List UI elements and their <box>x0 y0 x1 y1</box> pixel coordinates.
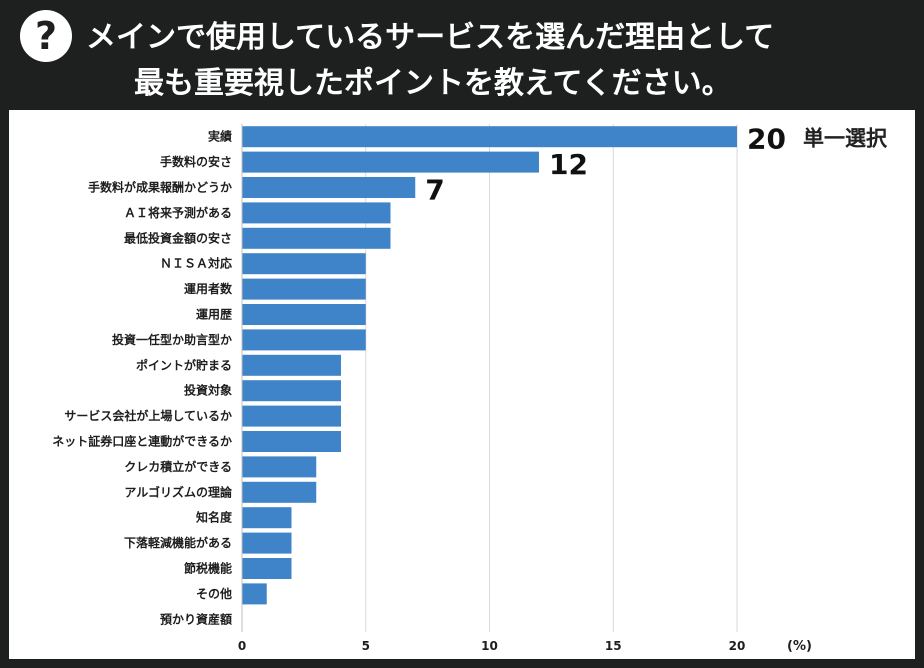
bar-4 <box>242 227 391 249</box>
bar-2 <box>242 177 416 198</box>
x-unit-label: (%) <box>787 639 812 654</box>
bar-18 <box>242 583 267 605</box>
bar-12 <box>242 431 341 452</box>
bar-11 <box>242 405 341 427</box>
question-mark-icon: ? <box>20 10 72 62</box>
bar-9 <box>242 354 341 376</box>
category-label-12: ネット証券口座と連動ができるか <box>52 434 232 449</box>
bar-3 <box>242 202 391 224</box>
category-label-2: 手数料が成果報酬かどうか <box>88 180 232 195</box>
chart-title-line-1: メインで使用しているサービスを選んだ理由として <box>86 20 775 55</box>
bar-7 <box>242 304 366 325</box>
category-label-8: 投資一任型か助言型か <box>112 332 232 347</box>
category-label-15: 知名度 <box>195 510 233 525</box>
annotation-single-choice: 単一選択 <box>803 127 888 151</box>
bar-0 <box>242 126 737 148</box>
category-label-7: 運用歴 <box>196 308 232 322</box>
bar-6 <box>242 278 366 300</box>
header: ? メインで使用しているサービスを選んだ理由として 最も重要視したポイントを教え… <box>0 0 924 108</box>
x-tick-label-5: 5 <box>362 639 370 653</box>
data-label-2: 7 <box>425 174 444 207</box>
bar-17 <box>242 558 292 579</box>
bar-14 <box>242 481 317 503</box>
data-label-0: 20 <box>747 123 786 156</box>
x-tick-label-20: 20 <box>729 639 746 653</box>
bar-16 <box>242 532 292 554</box>
category-label-5: ＮＩＳＡ対応 <box>160 256 232 271</box>
bar-13 <box>242 456 317 478</box>
bar-10 <box>242 380 341 402</box>
bar-15 <box>242 507 292 529</box>
category-label-6: 運用者数 <box>184 281 233 296</box>
category-label-19: 預かり資産額 <box>160 611 232 626</box>
x-tick-label-10: 10 <box>481 639 498 653</box>
category-label-11: サービス会社が上場しているか <box>64 408 232 423</box>
chart-title-line-2: 最も重要視したポイントを教えてください。 <box>134 66 732 101</box>
category-label-9: ポイントが貯まる <box>136 357 232 372</box>
category-label-4: 最低投資金額の安さ <box>124 230 232 245</box>
bar-8 <box>242 329 366 351</box>
category-label-16: 下落軽減機能がある <box>124 535 232 550</box>
bar-5 <box>242 253 366 275</box>
category-label-1: 手数料の安さ <box>160 154 232 169</box>
x-tick-label-0: 0 <box>238 639 246 653</box>
data-label-1: 12 <box>549 148 588 181</box>
category-label-3: ＡＩ将来予測がある <box>124 205 232 220</box>
bar-1 <box>242 151 539 173</box>
category-label-10: 投資対象 <box>184 383 232 398</box>
category-label-0: 実績 <box>208 129 232 144</box>
category-label-14: アルゴリズムの理論 <box>124 484 233 499</box>
x-tick-label-15: 15 <box>605 639 622 653</box>
chart-panel: 0 5 10 15 20 (%) 実績手数料の安さ手数料が成果報酬かどうか ＡＩ将来予測がある… <box>9 110 915 659</box>
category-label-17: 節税機能 <box>184 561 232 576</box>
category-label-18: その他 <box>196 586 232 601</box>
category-label-13: クレカ積立ができる <box>124 459 232 474</box>
